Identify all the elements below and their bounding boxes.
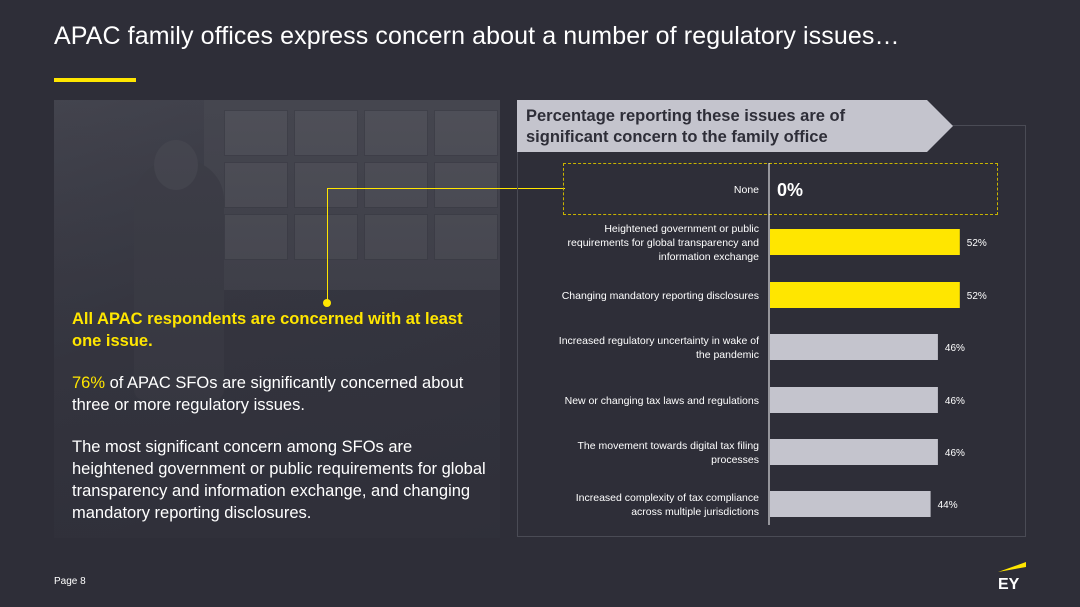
page-number: Page 8 bbox=[54, 576, 86, 587]
background-photo bbox=[54, 100, 500, 538]
bar-chart: 0% None 52% Heightened government or public… bbox=[559, 163, 987, 525]
callout-dot bbox=[323, 299, 331, 307]
category-label: None bbox=[734, 184, 759, 196]
data-label: 46% bbox=[945, 396, 965, 407]
category-label: Increased complexity of tax compliance ac… bbox=[576, 492, 759, 518]
chart-bar bbox=[770, 229, 960, 255]
category-label: Heightened government or public requireme… bbox=[568, 223, 760, 263]
data-label: 0% bbox=[777, 180, 803, 200]
svg-text:EY: EY bbox=[998, 576, 1020, 590]
data-label: 46% bbox=[945, 448, 965, 459]
category-label: Increased regulatory uncertainty in wake… bbox=[559, 335, 759, 361]
concern-paragraph: The most significant concern among SFOs … bbox=[72, 438, 486, 522]
chart-bar bbox=[770, 387, 938, 413]
callout-connector bbox=[327, 188, 328, 303]
none-highlight-box bbox=[563, 163, 998, 215]
callout-connector bbox=[327, 188, 565, 189]
chart-bar bbox=[770, 334, 938, 360]
category-label: The movement towards digital tax filing p… bbox=[578, 440, 760, 466]
chart-bar bbox=[770, 491, 931, 517]
chart-title: Percentage reporting these issues are of… bbox=[526, 107, 846, 146]
data-label: 46% bbox=[945, 343, 965, 354]
stat-value: 76% bbox=[72, 374, 106, 392]
title-underline bbox=[54, 78, 136, 82]
chart-header: Percentage reporting these issues are of… bbox=[517, 100, 953, 152]
key-finding: All APAC respondents are concerned with … bbox=[72, 310, 463, 350]
ey-logo-icon: EY bbox=[996, 562, 1028, 593]
page-title: APAC family offices express concern abou… bbox=[54, 22, 900, 50]
chart-bar bbox=[770, 282, 960, 308]
data-label: 44% bbox=[938, 500, 958, 511]
data-label: 52% bbox=[967, 291, 987, 302]
category-label: New or changing tax laws and regulations bbox=[565, 395, 759, 407]
category-label: Changing mandatory reporting disclosures bbox=[562, 290, 759, 302]
stat-text: of APAC SFOs are significantly concerned… bbox=[72, 374, 464, 414]
chart-bar bbox=[770, 439, 938, 465]
chart-header-arrow bbox=[517, 100, 953, 152]
photo-overlay bbox=[54, 100, 500, 538]
data-label: 52% bbox=[967, 238, 987, 249]
stat-paragraph: 76% of APAC SFOs are significantly conce… bbox=[72, 372, 492, 416]
summary-text: All APAC respondents are concerned with … bbox=[72, 308, 492, 524]
